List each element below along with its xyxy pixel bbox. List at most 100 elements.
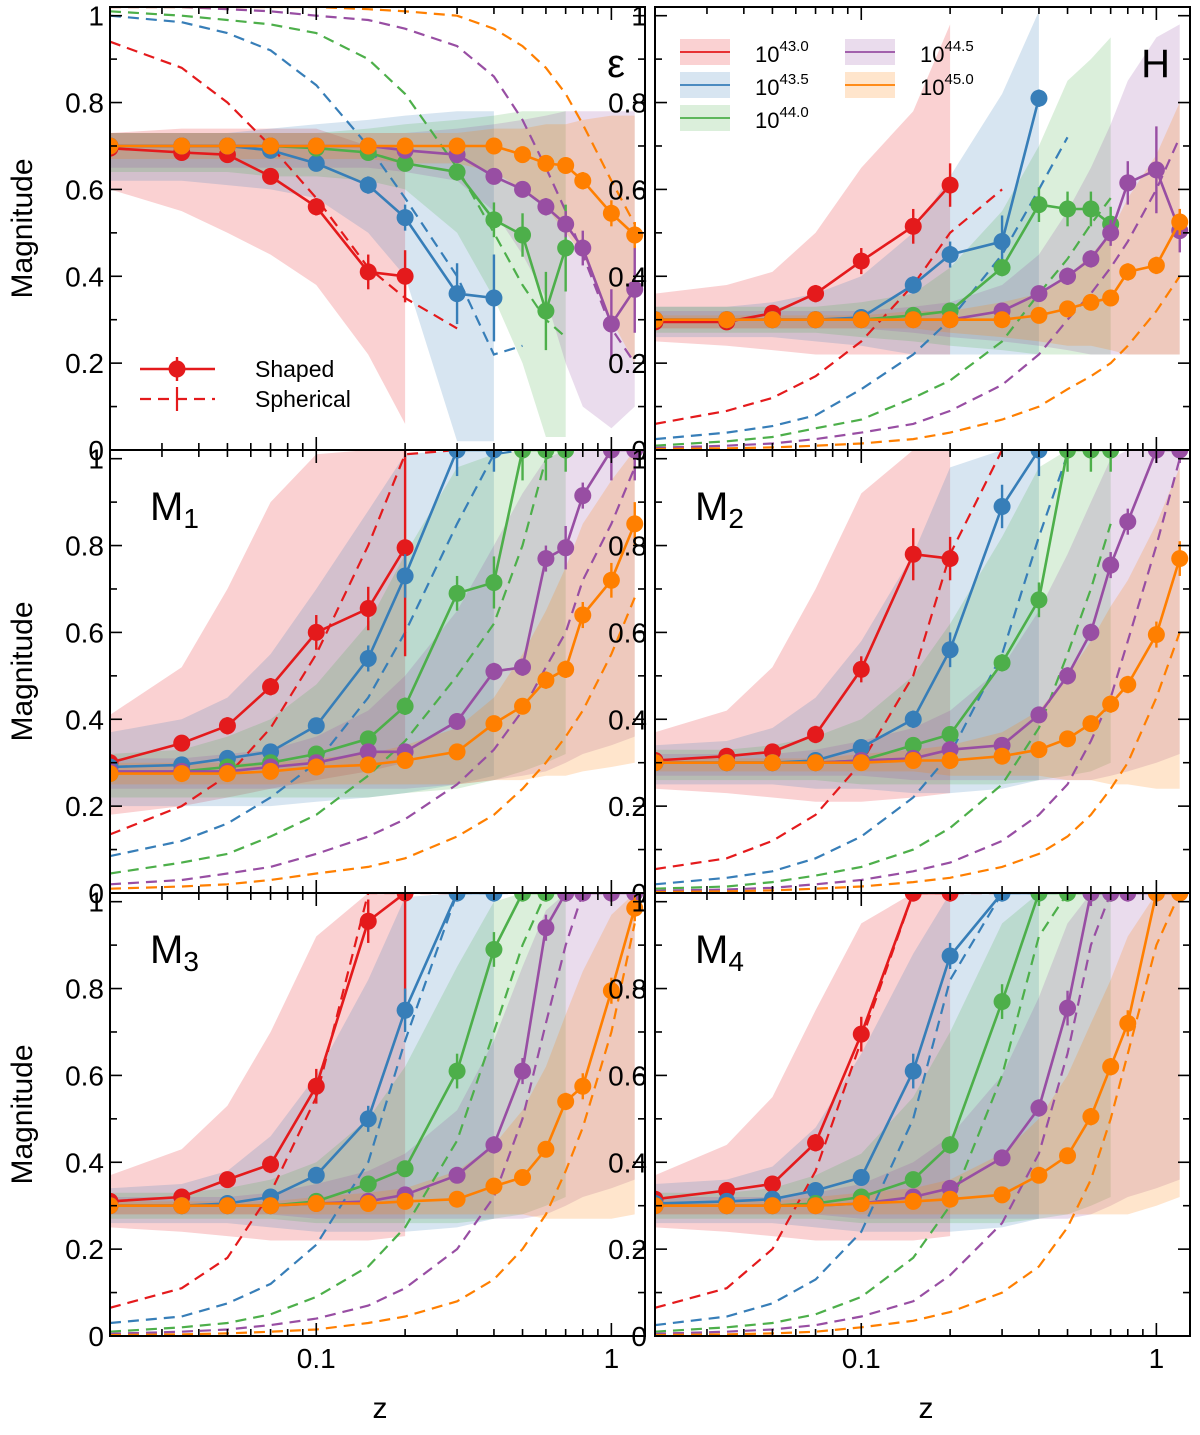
data-point [396,154,414,172]
y-tick-label: 1 [88,1,104,32]
y-tick-label: 1 [88,887,104,918]
data-point [448,285,466,303]
y-tick-label: 0.6 [608,174,647,205]
data-point [173,137,191,155]
data-point [993,1149,1011,1167]
y-tick-label: 0.6 [65,617,104,648]
y-tick-label: 0.6 [608,617,647,648]
panel-M4: 0 0.2 0.4 0.6 0.8 1 0.1 1 M4 [608,887,1191,1374]
data-point [1119,1014,1137,1032]
data-point [1119,263,1137,281]
legend-label-base: 10 [920,75,944,100]
data-point [557,215,575,233]
band-3 [655,450,1180,781]
data-point [602,204,620,222]
data-point [485,211,503,229]
y-tick-label: 0.2 [608,1234,647,1265]
data-point [218,1171,236,1189]
data-point [941,752,959,770]
panel-label: M3 [150,928,199,977]
panel-epsilon: 0 0.2 0.4 0.6 0.8 1 Magnitude ε Shaped Spherical [6,1,646,466]
band-0 [655,893,951,1241]
data-point [307,1195,325,1213]
y-tick-label: 0.8 [608,531,647,562]
data-point [485,1136,503,1154]
data-point [941,1190,959,1208]
y-tick-label: 0.2 [608,791,647,822]
spherical-line-0 [110,893,458,1309]
data-point [1030,1099,1048,1117]
data-point [218,137,236,155]
band-4 [110,893,635,1219]
data-point [359,176,377,194]
data-point [626,515,644,533]
data-point [1082,1108,1100,1126]
data-point [448,137,466,155]
data-point [904,710,922,728]
data-point [904,1171,922,1189]
data-point [537,302,555,320]
data-point [514,697,532,715]
data-point [993,497,1011,515]
data-point [218,1197,236,1215]
data-point [904,1062,922,1080]
data-point [574,487,592,505]
spherical-line-2 [655,523,1112,890]
y-tick-label: 0.8 [65,531,104,562]
data-point [448,743,466,761]
data-point [852,1195,870,1213]
panel-label: H [1141,42,1170,86]
data-point [941,311,959,329]
data-point [807,311,825,329]
spherical-line-1 [110,450,523,858]
data-point [1030,741,1048,759]
data-point [1059,730,1077,748]
legend-shaped-marker [168,360,186,378]
data-point [1102,289,1120,307]
spherical-line-4 [655,893,1181,1336]
panel-label-subscript: 3 [183,946,199,977]
legend-spherical-label: Spherical [255,386,351,412]
panel-label-subscript: 2 [728,503,744,534]
y-tick-label: 0.6 [65,1060,104,1091]
data-point [396,1160,414,1178]
y-axis-title: Magnitude [6,158,39,298]
band-3 [655,893,1180,1219]
plot-area [110,893,644,1336]
data-point [852,1168,870,1186]
band-2 [655,893,1111,1224]
y-tick-label: 0.4 [65,704,104,735]
legend-label-base: 10 [755,108,779,133]
data-point [574,1077,592,1095]
data-point [396,267,414,285]
data-point [1119,676,1137,694]
data-point [852,739,870,757]
legend-label-exponent: 45.0 [944,71,973,88]
data-point [1030,1166,1048,1184]
data-point [852,252,870,270]
data-point [485,663,503,680]
data-point [262,167,280,185]
data-point [110,765,119,783]
data-point [602,982,620,1000]
panel-label-subscript: 4 [728,946,744,977]
data-point [485,167,503,185]
data-point [852,754,870,772]
data-point [514,226,532,244]
data-point [396,539,414,557]
data-point [396,1192,414,1210]
data-point [307,198,325,216]
x-tick-label: 0.1 [297,1343,336,1374]
data-point [941,246,959,264]
data-point [514,658,532,676]
data-point [537,919,555,937]
plot-area [655,450,1189,893]
spherical-line-4 [110,7,636,225]
spherical-line-2 [110,450,567,875]
y-tick-label: 0.2 [65,791,104,822]
legend-label-exponent: 44.5 [944,38,973,55]
data-point [941,725,959,743]
data-point [1119,513,1137,531]
data-point [807,285,825,303]
y-tick-label: 0.2 [608,348,647,379]
